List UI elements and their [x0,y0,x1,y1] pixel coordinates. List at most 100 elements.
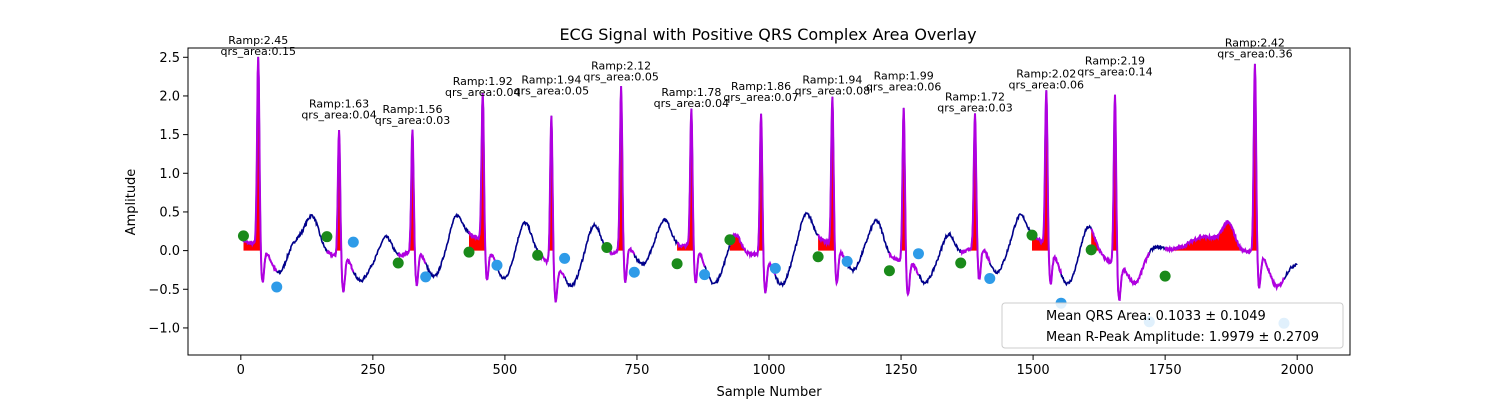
qrs-onset-marker [1159,270,1171,282]
qrs-offset-marker [912,248,924,260]
peak-annotation-area: qrs_area:0.04 [301,109,376,122]
legend-box [1001,302,1344,349]
qrs-offset-marker [984,272,996,284]
qrs-offset-marker [841,255,853,267]
x-axis-ticks: 0 250 500 750 1000 1250 1500 1750 2000 [237,355,1314,378]
qrs-segment-line [1031,90,1063,285]
peak-annotation-ramp: Ramp:1.94 [521,74,581,87]
chart-title: ECG Signal with Positive QRS Complex Are… [559,25,976,44]
peak-annotation-ramp: Ramp:2.45 [228,34,288,47]
qrs-onset-marker [237,230,249,242]
x-tick-label: 500 [492,363,517,378]
qrs-onset-marker [955,257,967,269]
y-tick-label: 0.5 [159,205,180,220]
peak-annotation-area: qrs_area:0.04 [654,97,729,110]
y-axis-ticks: −1.0 −0.5 0.0 0.5 1.0 1.5 2.0 2.5 [148,51,188,336]
x-axis-label: Sample Number [716,385,822,400]
qrs-offset-marker [769,262,781,274]
x-tick-label: 2000 [1281,363,1314,378]
y-tick-label: 1.0 [159,167,180,182]
qrs-markers [237,229,1290,329]
peak-annotations: Ramp:2.45qrs_area:0.15Ramp:1.63qrs_area:… [221,34,1293,127]
qrs-offset-marker [491,259,503,271]
qrs-onset-marker [671,258,683,270]
qrs-segment-line [468,92,498,281]
peak-annotation-ramp: Ramp:1.86 [731,80,791,93]
peak-annotation-ramp: Ramp:1.56 [382,103,442,116]
x-tick-label: 250 [360,363,385,378]
qrs-segment-line [325,130,355,293]
peak-annotation-ramp: Ramp:2.42 [1225,36,1285,49]
x-tick-label: 1500 [1017,363,1050,378]
qrs-segment-line [817,96,848,287]
peak-annotation-area: qrs_area:0.14 [1077,65,1152,78]
peak-annotation-area: qrs_area:0.06 [866,81,941,94]
qrs-onset-marker [601,242,613,254]
peak-annotation-ramp: Ramp:1.72 [945,91,1005,104]
qrs-onset-marker [321,231,333,243]
qrs-area-fill [818,96,848,251]
peak-annotation-area: qrs_area:0.08 [795,85,870,98]
qrs-segment-line [242,56,278,283]
qrs-area-fill [537,115,565,251]
qrs-segment-line [728,113,777,294]
peak-annotation-area: qrs_area:0.15 [221,45,296,58]
qrs-area-fill [469,93,497,251]
qrs-segment-line [605,86,636,283]
qrs-segment-line [1090,94,1151,302]
qrs-offset-marker [420,271,432,283]
qrs-area-fill [960,113,990,251]
y-tick-label: 1.5 [159,128,180,143]
peak-annotation-area: qrs_area:0.03 [937,102,1012,115]
legend: Mean QRS Area: 0.1033 ± 0.1049 Mean R-Pe… [1001,302,1344,349]
peak-annotation-area: qrs_area:0.03 [375,114,450,127]
qrs-onset-marker [463,246,475,258]
peak-annotation-area: qrs_area:0.36 [1217,47,1292,60]
peak-annotation-ramp: Ramp:2.19 [1085,54,1145,67]
x-tick-label: 1750 [1149,363,1182,378]
peak-annotation-area: qrs_area:0.06 [1009,78,1084,91]
y-axis-label: Amplitude [124,169,139,236]
peak-annotation-ramp: Ramp:1.99 [874,70,934,83]
qrs-offset-marker [699,269,711,281]
legend-entry-r-peak: Mean R-Peak Amplitude: 1.9979 ± 0.2709 [1046,330,1319,345]
qrs-onset-marker [532,249,544,261]
peak-annotation-area: qrs_area:0.05 [583,71,658,84]
qrs-offset-marker [628,266,640,278]
x-tick-label: 1000 [752,363,785,378]
peak-annotation-ramp: Ramp:1.63 [309,98,369,111]
x-tick-label: 1250 [884,363,917,378]
qrs-onset-marker [724,234,736,246]
qrs-segment-line [959,113,991,280]
y-tick-label: 0.0 [159,244,180,259]
y-tick-label: 2.5 [159,51,180,66]
qrs-segment-line [888,107,920,297]
qrs-offset-marker [559,252,571,264]
qrs-onset-marker [392,257,404,269]
peak-annotation-ramp: Ramp:1.78 [661,86,721,99]
qrs-offset-marker [347,236,359,248]
y-tick-label: −1.0 [148,321,180,336]
peak-annotation-area: qrs_area:0.07 [723,91,798,104]
y-tick-label: −0.5 [148,283,180,298]
qrs-segment-line [397,129,427,287]
peak-annotation-ramp: Ramp:1.94 [802,74,862,87]
peak-annotation-ramp: Ramp:2.12 [591,60,651,73]
qrs-area-fill [1032,90,1062,251]
legend-entry-qrs-area: Mean QRS Area: 0.1033 ± 0.1049 [1046,309,1266,324]
peak-annotation-area: qrs_area:0.04 [445,86,520,99]
plot-area [237,56,1298,329]
peak-annotation-ramp: Ramp:1.92 [453,75,513,88]
y-tick-label: 2.0 [159,89,180,104]
x-tick-label: 0 [237,363,245,378]
qrs-offset-marker [271,281,283,293]
qrs-onset-marker [1026,229,1038,241]
qrs-onset-marker [1085,244,1097,256]
qrs-onset-marker [883,265,895,277]
qrs-onset-marker [812,251,824,263]
peak-annotation-ramp: Ramp:2.02 [1016,67,1076,80]
qrs-segment-line [1164,63,1285,292]
x-tick-label: 750 [625,363,650,378]
qrs-segment-line [676,108,706,284]
